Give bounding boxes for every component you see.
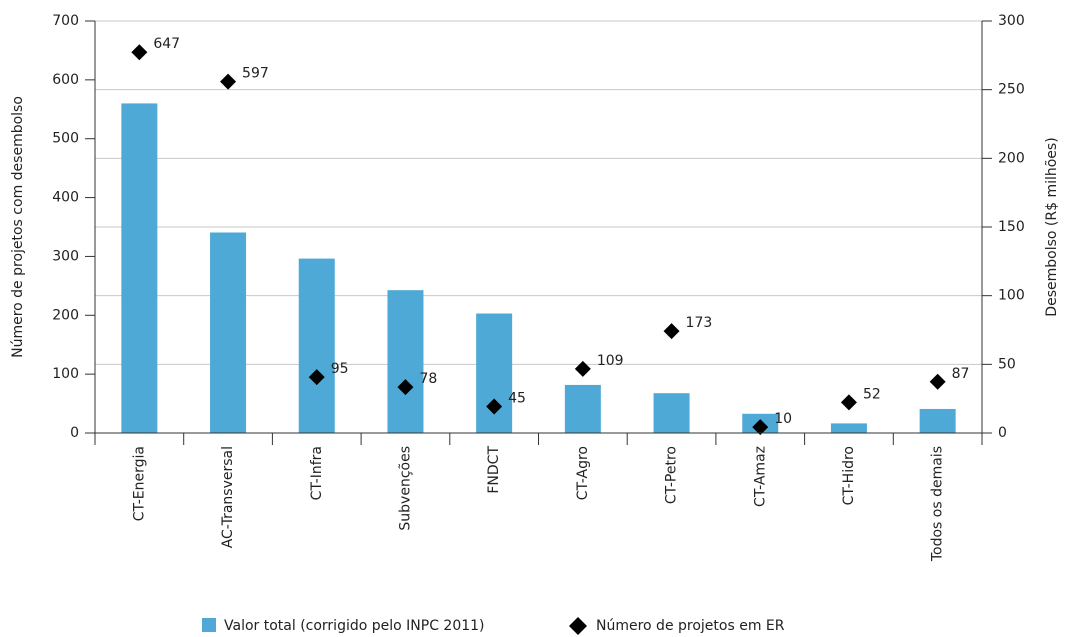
y-tick-label: 200: [52, 307, 79, 323]
y-tick-label: 700: [52, 13, 79, 29]
x-tick-label: Todos os demais: [930, 446, 946, 562]
y-tick-label: 600: [52, 72, 79, 88]
marker: [131, 44, 148, 61]
marker: [308, 369, 325, 386]
y-tick-label: 0: [70, 425, 79, 441]
y2-tick-label: 0: [998, 425, 1007, 441]
data-label: 78: [419, 371, 437, 387]
bar: [830, 423, 867, 433]
bar: [121, 103, 158, 434]
x-tick-label: CT-Infra: [309, 446, 325, 500]
y2-tick-label: 100: [998, 288, 1025, 304]
legend-label: Valor total (corrigido pelo INPC 2011): [224, 618, 485, 634]
x-tick-label: FNDCT: [486, 446, 502, 494]
y2-tick-label: 250: [998, 82, 1025, 98]
data-label: 647: [153, 36, 180, 52]
marker: [220, 73, 237, 90]
marker: [929, 373, 946, 390]
y2-tick-label: 50: [998, 356, 1016, 372]
y2-tick-label: 150: [998, 219, 1025, 235]
y-tick-label: 500: [52, 131, 79, 147]
x-tick-label: CT-Energia: [131, 446, 147, 521]
bar: [919, 408, 956, 433]
x-tick-label: Subvenções: [397, 446, 413, 531]
x-tick-label: CT-Hidro: [841, 446, 857, 505]
marker: [397, 379, 414, 396]
y2-axis-label: Desembolso (R$ milhões): [1044, 137, 1060, 316]
data-label: 109: [597, 353, 624, 369]
bar: [653, 393, 690, 433]
data-label: 597: [242, 66, 269, 82]
bar: [564, 384, 601, 433]
data-label: 173: [686, 315, 713, 331]
marker: [840, 394, 857, 411]
legend-marker: [569, 617, 587, 635]
data-label: 95: [331, 361, 349, 377]
x-tick-label: CT-Amaz: [752, 446, 768, 507]
y-axis-label: Número de projetos com desembolso: [10, 96, 26, 358]
x-tick-label: CT-Petro: [664, 446, 680, 504]
bar: [210, 232, 247, 433]
marker: [574, 360, 591, 377]
x-tick-label: AC-Transversal: [220, 446, 236, 548]
data-label: 52: [863, 386, 881, 402]
data-label: 45: [508, 391, 526, 407]
legend-swatch: [202, 618, 216, 632]
y-tick-label: 300: [52, 248, 79, 264]
bar: [298, 258, 335, 433]
data-label: 87: [952, 366, 970, 382]
marker: [663, 323, 680, 340]
data-label: 10: [774, 411, 792, 427]
y2-tick-label: 200: [998, 150, 1025, 166]
y-tick-label: 100: [52, 366, 79, 382]
bar: [387, 290, 424, 433]
marker: [486, 398, 503, 415]
y-tick-label: 400: [52, 190, 79, 206]
x-tick-label: CT-Agro: [575, 446, 591, 500]
legend-label: Número de projetos em ER: [596, 618, 785, 634]
marker: [752, 419, 769, 436]
bar: [476, 313, 513, 433]
y2-tick-label: 300: [998, 13, 1025, 29]
